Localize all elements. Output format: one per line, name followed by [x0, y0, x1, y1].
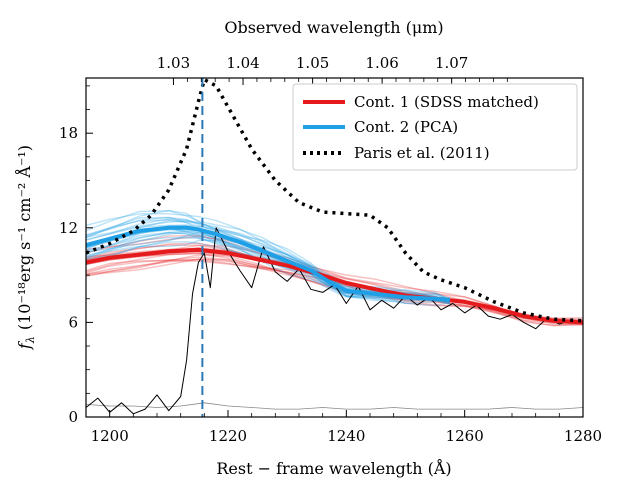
y-tick-label-0: 0: [68, 408, 78, 426]
series-observed-spectrum: [86, 227, 583, 415]
sample-red-16: [86, 254, 583, 327]
x-axis-label: Rest − frame wavelength (Å): [216, 458, 451, 478]
sample-blue-16: [86, 231, 450, 300]
series-noise: [86, 402, 583, 410]
y-axis-label-units: (10⁻¹⁸erg s⁻¹ cm⁻² Å⁻¹): [14, 145, 34, 330]
y-tick-label-18: 18: [59, 124, 78, 142]
y-axis-label-sub: λ: [24, 336, 37, 344]
x2-tick-label-1.06: 1.06: [365, 54, 398, 72]
x-tick-label-1200: 1200: [91, 427, 129, 445]
series-cont-1-sdss-matched: [86, 247, 583, 325]
legend: Cont. 1 (SDSS matched) Cont. 2 (PCA) Par…: [292, 83, 578, 171]
x-tick-label-1260: 1260: [446, 427, 484, 445]
y-axis-label: fλ (10⁻¹⁸erg s⁻¹ cm⁻² Å⁻¹): [14, 145, 37, 350]
series-cont-2-pca: [86, 225, 451, 303]
legend-label-0: Cont. 1 (SDSS matched): [354, 93, 539, 111]
sample-blue-0: [86, 230, 450, 300]
x-tick-label-1240: 1240: [327, 427, 365, 445]
legend-label-2: Paris et al. (2011): [354, 144, 490, 162]
x2-tick-label-1.05: 1.05: [296, 54, 329, 72]
series-paris-et-al-2011: [86, 78, 583, 323]
legend-label-1: Cont. 2 (PCA): [354, 118, 458, 136]
y-tick-label-12: 12: [59, 219, 78, 237]
x2-tick-label-1.03: 1.03: [157, 54, 190, 72]
x2-axis-label: Observed wavelength (μm): [224, 18, 443, 37]
legend-box: [292, 83, 578, 171]
svg-text:fλ(10⁻¹⁸erg s⁻¹ cm⁻² Å⁻¹): fλ (10⁻¹⁸erg s⁻¹ cm⁻² Å⁻¹): [14, 145, 37, 350]
x2-tick-label-1.04: 1.04: [226, 54, 259, 72]
y-tick-label-6: 6: [68, 313, 78, 331]
x-tick-label-1280: 1280: [564, 427, 602, 445]
series-layer: [86, 78, 583, 415]
y-axis-label-main: f: [15, 340, 34, 350]
x-tick-label-1220: 1220: [209, 427, 247, 445]
x2-tick-label-1.07: 1.07: [435, 54, 468, 72]
plot-frame: [85, 77, 584, 418]
sample-red-3: [86, 258, 583, 327]
axis-ticks: 1200 1220 1240 1260 1280 0 6 12 18 1.03 1.04 1.05 1.…: [59, 54, 602, 445]
sample-blue-18: [86, 210, 451, 304]
